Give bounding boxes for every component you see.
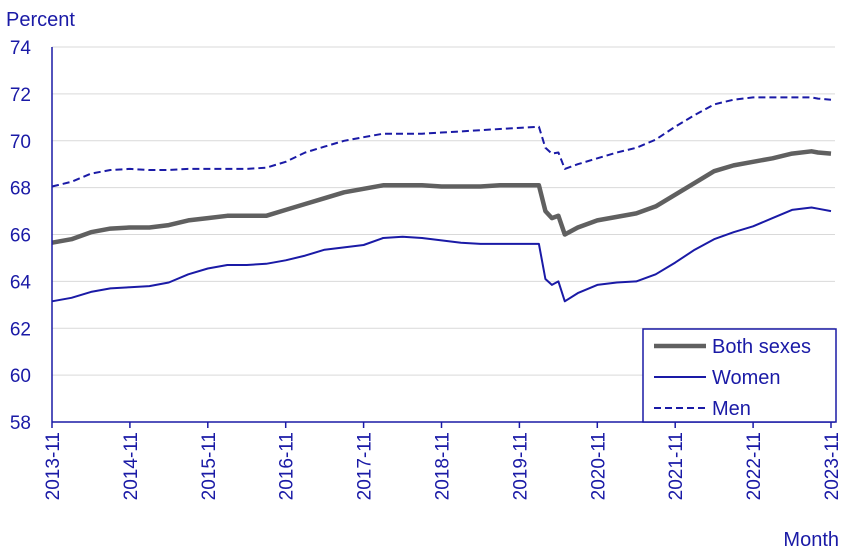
y-tick-label: 58 bbox=[10, 413, 31, 434]
x-tick-label: 2021-11 bbox=[666, 432, 687, 500]
x-tick-label: 2015-11 bbox=[199, 432, 220, 500]
y-tick-label: 70 bbox=[10, 132, 31, 153]
series-lines bbox=[51, 96, 832, 303]
y-tick-label: 60 bbox=[10, 366, 31, 387]
x-tick-label: 2014-11 bbox=[121, 432, 142, 500]
y-tick-label: 62 bbox=[10, 319, 31, 340]
y-tick-labels: 58 60 62 64 66 68 70 72 74 bbox=[10, 38, 32, 434]
x-tick-label: 2022-11 bbox=[744, 432, 765, 500]
x-tick-label: 2018-11 bbox=[433, 432, 454, 500]
series-line-men bbox=[51, 96, 832, 188]
x-tick-label: 2013-11 bbox=[43, 432, 64, 500]
y-tick-label: 66 bbox=[10, 226, 31, 247]
legend: Both sexes Women Men bbox=[642, 328, 837, 423]
x-tick-label: 2019-11 bbox=[510, 432, 531, 500]
y-tick-label: 74 bbox=[10, 38, 32, 59]
x-axis-title: Month bbox=[783, 529, 839, 551]
y-axis-title: Percent bbox=[6, 9, 75, 31]
x-tick-label: 2023-11 bbox=[822, 432, 843, 500]
legend-label: Both sexes bbox=[712, 336, 811, 358]
x-tick-label: 2016-11 bbox=[277, 432, 298, 500]
y-tick-label: 72 bbox=[10, 85, 31, 106]
y-tick-label: 68 bbox=[10, 179, 31, 200]
legend-label: Men bbox=[712, 398, 751, 420]
x-tick-label: 2020-11 bbox=[588, 432, 609, 500]
gridlines bbox=[52, 46, 835, 376]
series-line-women bbox=[51, 206, 832, 303]
legend-label: Women bbox=[712, 367, 781, 389]
x-tick-label: 2017-11 bbox=[355, 432, 376, 500]
y-tick-label: 64 bbox=[10, 272, 32, 293]
x-tick-labels: 2013-11 2014-11 2015-11 2016-11 2017-11 2018-… bbox=[43, 422, 843, 500]
series-line-both-sexes bbox=[51, 149, 832, 245]
